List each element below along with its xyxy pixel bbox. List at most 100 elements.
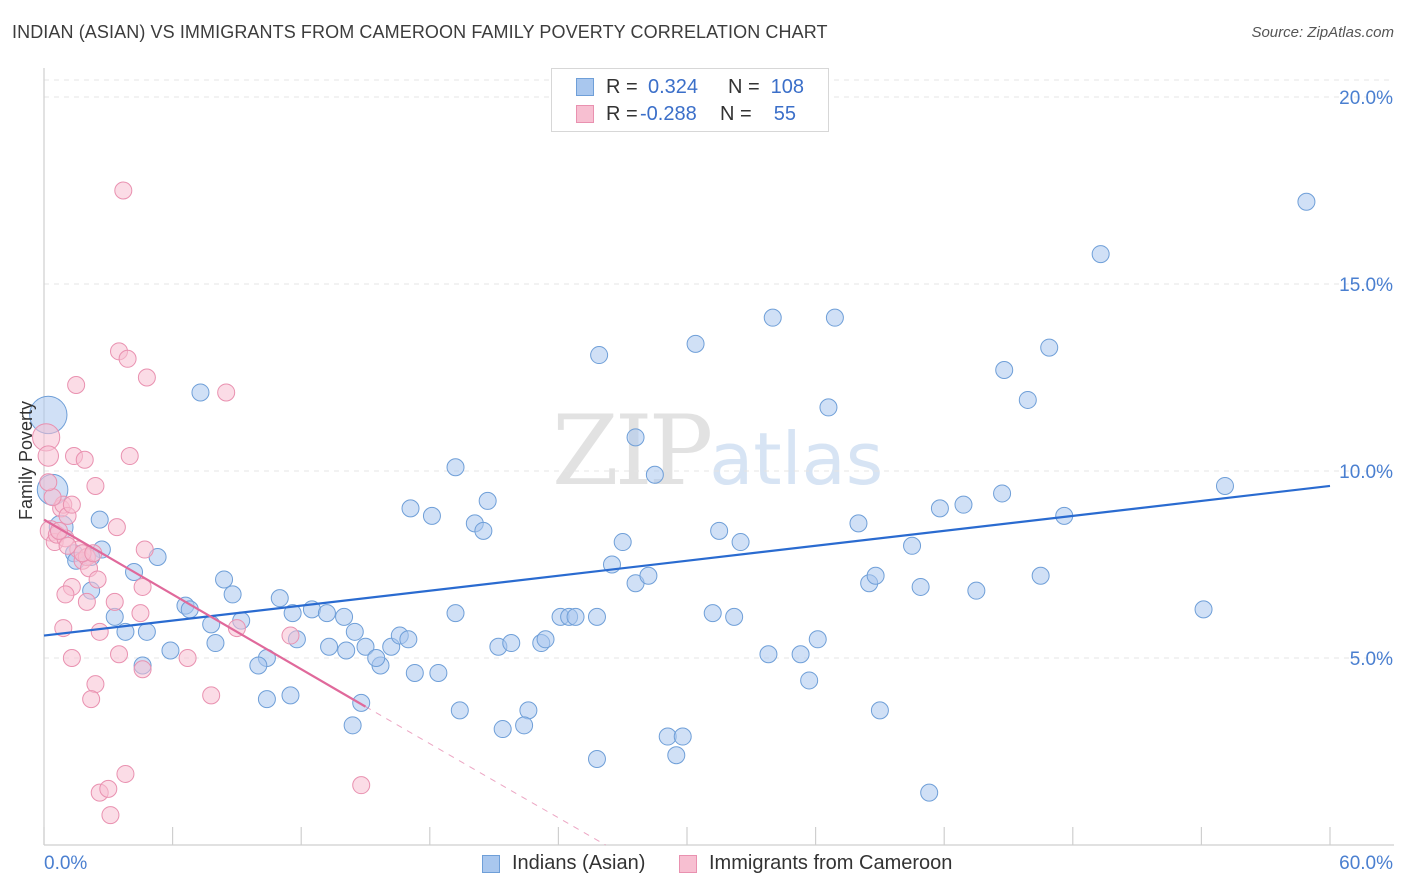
legend-swatch-cameroon: [576, 105, 594, 123]
data-point: [474, 521, 493, 540]
data-point: [1091, 245, 1110, 264]
legend-label-cameroon: Immigrants from Cameroon: [709, 852, 953, 874]
data-point: [866, 566, 885, 585]
data-point: [206, 634, 225, 653]
y-tick-label: 5.0%: [1350, 649, 1393, 670]
data-point: [493, 720, 512, 739]
data-point: [710, 521, 729, 540]
data-point: [257, 690, 276, 709]
data-point: [1040, 338, 1059, 357]
legend-item-cameroon[interactable]: Immigrants from Cameroon: [679, 852, 952, 875]
data-point: [39, 473, 58, 492]
data-point: [281, 686, 300, 705]
data-point: [178, 649, 197, 667]
data-point: [82, 690, 101, 709]
data-point: [399, 630, 418, 649]
data-point: [110, 645, 129, 664]
y-tick-label: 15.0%: [1339, 275, 1393, 296]
data-point: [161, 641, 180, 660]
data-point: [249, 656, 268, 675]
data-point: [993, 484, 1012, 503]
data-point: [967, 581, 986, 600]
data-point: [133, 577, 152, 596]
data-point: [658, 727, 677, 746]
data-point: [135, 540, 154, 559]
data-point: [1194, 600, 1213, 619]
data-point: [43, 488, 62, 507]
data-point: [215, 570, 234, 589]
data-point: [223, 585, 242, 604]
data-point: [825, 308, 844, 327]
data-point: [920, 783, 939, 802]
data-point: [90, 510, 109, 529]
legend-swatch-indians: [482, 854, 500, 873]
data-point: [367, 649, 386, 667]
tick-labels: 5.0% 10.0% 15.0% 20.0% 0.0% 60.0%: [44, 88, 1393, 874]
data-point: [686, 334, 705, 353]
data-point: [1297, 192, 1316, 211]
data-point: [67, 375, 86, 394]
data-points: [29, 181, 1316, 825]
data-point: [903, 536, 922, 555]
data-point: [343, 716, 362, 735]
data-point: [613, 533, 632, 552]
data-point: [759, 645, 778, 664]
trend-line: [43, 484, 1331, 637]
data-point: [673, 727, 692, 746]
data-point: [405, 663, 424, 682]
data-point: [114, 181, 133, 200]
data-point: [446, 604, 465, 623]
data-point: [849, 514, 868, 533]
legend-item-indians[interactable]: Indians (Asian): [482, 852, 645, 875]
data-point: [446, 458, 465, 477]
data-point: [105, 607, 124, 626]
x-tick-label: 60.0%: [1339, 853, 1393, 874]
data-point: [356, 637, 375, 656]
data-point: [116, 764, 135, 783]
series-legend: Indians (Asian) Immigrants from Cameroon: [0, 852, 1406, 878]
data-point: [478, 491, 497, 510]
data-point: [429, 663, 448, 682]
source-note: Source: ZipAtlas.com: [1251, 24, 1394, 41]
data-point: [191, 383, 210, 402]
legend-swatch-cameroon: [679, 854, 697, 873]
y-tick-label: 20.0%: [1339, 88, 1393, 109]
data-point: [401, 499, 420, 518]
legend-row-indians: R = 0.324 N = 108: [576, 74, 804, 100]
legend-n-label: N =: [720, 102, 752, 125]
data-point: [118, 349, 137, 368]
y-axis-label: Family Poverty: [16, 400, 36, 520]
data-point: [75, 450, 94, 469]
data-point: [270, 589, 289, 608]
trend-line-extension: [365, 706, 606, 846]
trend-lines: [43, 484, 1331, 846]
data-point: [56, 585, 75, 604]
data-point: [1031, 566, 1050, 585]
data-point: [725, 607, 744, 626]
data-point: [645, 465, 664, 484]
data-point: [345, 622, 364, 641]
x-tick-label: 0.0%: [44, 853, 87, 874]
data-point: [639, 566, 658, 585]
legend-label-indians: Indians (Asian): [512, 852, 646, 874]
data-point: [791, 645, 810, 664]
data-point: [819, 398, 838, 417]
data-point: [800, 671, 819, 690]
data-point: [422, 506, 441, 525]
data-point: [587, 749, 606, 768]
data-point: [667, 746, 686, 765]
legend-r-label: R =: [606, 102, 638, 125]
data-point: [101, 806, 120, 825]
data-point: [137, 622, 156, 641]
data-point: [536, 630, 555, 649]
watermark-atlas: atlas: [709, 417, 884, 501]
data-point: [202, 686, 221, 705]
axes: [43, 68, 1394, 846]
legend-r-value: 0.324: [648, 75, 699, 98]
data-point: [502, 634, 521, 653]
data-point: [519, 701, 538, 720]
data-point: [1215, 476, 1234, 495]
watermark: ZIPatlas: [552, 395, 883, 507]
legend-row-cameroon: R = -0.288 N = 55: [576, 101, 796, 127]
